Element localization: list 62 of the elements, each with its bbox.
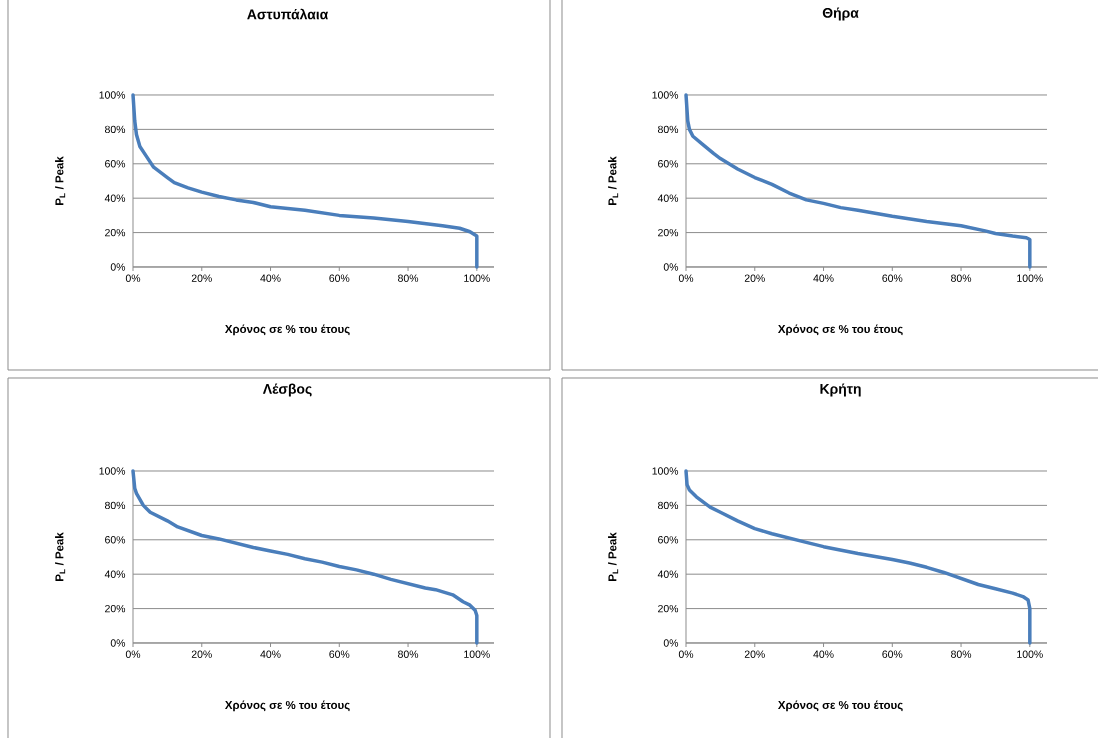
y-axis-title: P$_{L}$ / Peak <box>55 532 66 581</box>
y-tick-label: 0% <box>110 639 126 647</box>
y-tick-label: 20% <box>105 228 126 237</box>
x-tick-label: 0% <box>125 650 141 658</box>
x-tick-label: 40% <box>260 650 281 658</box>
chart-title: Θήρα <box>822 7 859 21</box>
y-tick-label: 40% <box>657 570 679 578</box>
x-tick-label: 0% <box>678 650 694 658</box>
line-series <box>684 93 1032 269</box>
x-tick-label: 80% <box>398 274 419 282</box>
x-tick-label: 0% <box>125 274 141 282</box>
x-tick-label: 100% <box>1017 274 1043 282</box>
y-axis-title: P$_{L}$ / Peak <box>608 532 619 581</box>
x-axis-title: Χρόνος σε % του έτους <box>224 324 350 336</box>
y-tick-label: 60% <box>658 536 679 544</box>
x-tick-label: 60% <box>329 650 350 658</box>
chart-title: Λέσβος <box>262 383 312 397</box>
x-tick-label: 60% <box>329 274 350 282</box>
line-series <box>131 93 479 269</box>
y-tick-label: 80% <box>105 501 126 510</box>
y-tick-label: 0% <box>663 639 679 647</box>
y-tick-label: 20% <box>658 228 679 237</box>
x-axis-title: Χρόνος σε % του έτους <box>224 700 350 712</box>
y-tick-label: 20% <box>658 604 679 613</box>
x-tick-label: 100% <box>464 274 490 282</box>
x-tick-label: 40% <box>260 274 281 282</box>
x-tick-label: 40% <box>813 650 834 658</box>
x-tick-label: 20% <box>744 650 765 658</box>
y-tick-label: 20% <box>105 604 126 613</box>
y-tick-label: 100% <box>99 91 126 99</box>
y-tick-label: 0% <box>663 263 679 271</box>
y-tick-label: 40% <box>657 194 679 202</box>
y-tick-label: 0% <box>110 263 126 271</box>
x-tick-label: 80% <box>398 650 419 658</box>
y-axis-title: P$_{L}$ / Peak <box>55 156 66 205</box>
y-tick-label: 80% <box>658 125 679 134</box>
y-axis-title: P$_{L}$ / Peak <box>608 156 619 205</box>
x-axis-title: Χρόνος σε % του έτους <box>777 324 903 336</box>
x-tick-label: 100% <box>1017 650 1043 658</box>
x-tick-label: 80% <box>951 650 972 658</box>
y-tick-label: 40% <box>104 570 126 578</box>
chart-title: Αστυπάλαια <box>247 8 329 20</box>
y-tick-label: 60% <box>105 536 126 544</box>
x-tick-label: 0% <box>678 274 694 282</box>
x-tick-label: 100% <box>464 650 490 658</box>
x-tick-label: 60% <box>882 650 903 658</box>
x-axis-title: Χρόνος σε % του έτους <box>777 700 903 712</box>
y-tick-label: 100% <box>652 467 679 475</box>
x-tick-label: 40% <box>813 274 834 282</box>
x-tick-label: 60% <box>882 274 903 282</box>
y-tick-label: 100% <box>99 467 126 475</box>
chart-title: Κρήτη <box>820 383 861 397</box>
y-tick-label: 80% <box>105 125 126 134</box>
y-tick-label: 80% <box>658 501 679 510</box>
y-tick-label: 60% <box>658 160 679 168</box>
x-tick-label: 80% <box>951 274 972 282</box>
x-tick-label: 20% <box>191 650 212 658</box>
y-tick-label: 100% <box>652 91 679 99</box>
y-tick-label: 40% <box>104 194 126 202</box>
y-tick-label: 60% <box>105 160 126 168</box>
x-tick-label: 20% <box>191 274 212 282</box>
x-tick-label: 20% <box>744 274 765 282</box>
